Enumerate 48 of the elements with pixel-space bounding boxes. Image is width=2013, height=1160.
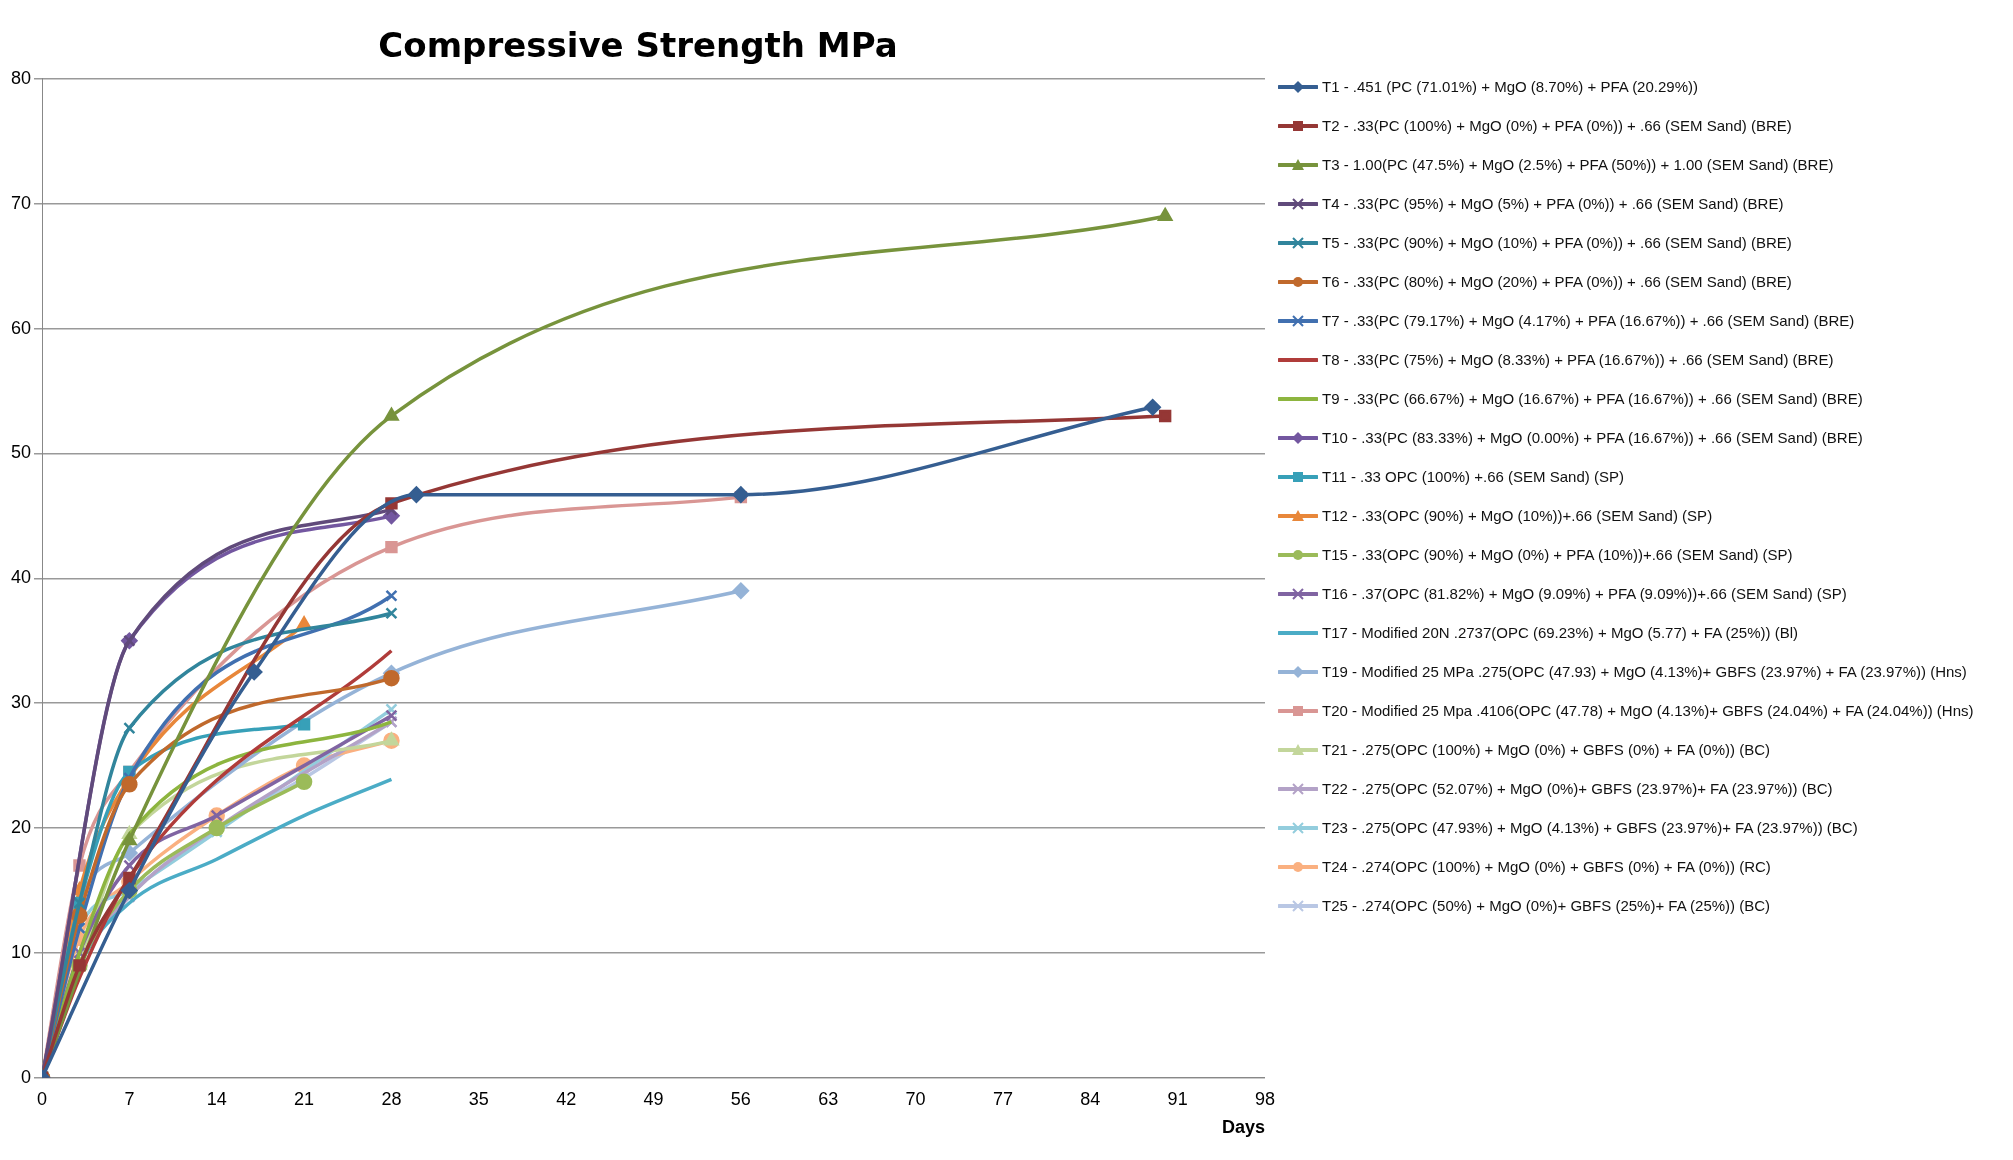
x-axis-title: Days bbox=[1221, 1117, 1265, 1138]
y-tick-label: 70 bbox=[10, 192, 32, 213]
legend-label: T9 - .33(PC (66.67%) + MgO (16.67%) + PFA (16.67%)) + .66 (SEM Sand) (BRE) bbox=[1322, 390, 1863, 408]
legend-label: T4 - .33(PC (95%) + MgO (5%) + PFA (0%)) + .66 (SEM Sand) (BRE) bbox=[1322, 195, 1784, 213]
x-tick-label: 91 bbox=[1167, 1088, 1188, 1109]
legend-label: T22 - .275(OPC (52.07%) + MgO (0%)+ GBFS (23.97%)+ FA (23.97%)) (BC) bbox=[1322, 780, 1833, 798]
legend-label: T23 - .275(OPC (47.93%) + MgO (4.13%) + GBFS (23.97%)+ FA (23.97%)) (BC) bbox=[1322, 819, 1858, 837]
legend-label: T8 - .33(PC (75%) + MgO (8.33%) + PFA (16.67%)) + .66 (SEM Sand) (BRE) bbox=[1322, 351, 1834, 369]
legend-label: T2 - .33(PC (100%) + MgO (0%) + PFA (0%)) + .66 (SEM Sand) (BRE) bbox=[1322, 117, 1792, 135]
legend-label: T25 - .274(OPC (50%) + MgO (0%)+ GBFS (25%)+ FA (25%)) (BC) bbox=[1322, 897, 1771, 915]
chart-title: Compressive Strength MPa bbox=[378, 25, 898, 66]
x-tick-label: 35 bbox=[468, 1088, 489, 1109]
legend-label: T20 - Modified 25 Mpa .4106(OPC (47.78) + MgO (4.13%)+ GBFS (24.04%) + FA (24.04%)) (Hns) bbox=[1322, 702, 1974, 720]
legend-label: T19 - Modified 25 MPa .275(OPC (47.93) + MgO (4.13%)+ GBFS (23.97%) + FA (23.97%)) (Hns) bbox=[1322, 663, 1967, 681]
x-tick-label: 28 bbox=[381, 1088, 402, 1109]
y-tick-label: 60 bbox=[10, 317, 32, 338]
x-tick-label: 49 bbox=[643, 1088, 664, 1109]
legend-label: T17 - Modified 20N .2737(OPC (69.23%) + MgO (5.77) + FA (25%)) (Bl) bbox=[1322, 624, 1799, 642]
y-tick-label: 80 bbox=[10, 67, 32, 88]
x-tick-label: 42 bbox=[556, 1088, 577, 1109]
y-tick-label: 20 bbox=[10, 817, 32, 838]
legend-label: T16 - .37(OPC (81.82%) + MgO (9.09%) + PFA (9.09%))+.66 (SEM Sand) (SP) bbox=[1322, 585, 1847, 603]
y-tick-label: 40 bbox=[10, 567, 32, 588]
x-tick-label: 7 bbox=[124, 1088, 135, 1109]
x-tick-label: 21 bbox=[294, 1088, 315, 1109]
legend-label: T12 - .33(OPC (90%) + MgO (10%))+.66 (SEM Sand) (SP) bbox=[1322, 507, 1713, 525]
x-tick-label: 98 bbox=[1254, 1088, 1275, 1109]
x-tick-label: 63 bbox=[818, 1088, 839, 1109]
legend-label: T21 - .275(OPC (100%) + MgO (0%) + GBFS (0%) + FA (0%)) (BC) bbox=[1322, 741, 1771, 759]
legend-label: T10 - .33(PC (83.33%) + MgO (0.00%) + PFA (16.67%)) + .66 (SEM Sand) (BRE) bbox=[1322, 429, 1863, 447]
legend-label: T11 - .33 OPC (100%) +.66 (SEM Sand) (SP) bbox=[1322, 468, 1624, 486]
y-tick-label: 0 bbox=[21, 1066, 32, 1087]
y-tick-label: 30 bbox=[10, 692, 32, 713]
legend-label: T1 - .451 (PC (71.01%) + MgO (8.70%) + PFA (20.29%)) bbox=[1322, 78, 1698, 96]
y-tick-label: 10 bbox=[10, 941, 32, 962]
legend-label: T24 - .274(OPC (100%) + MgO (0%) + GBFS (0%) + FA (0%)) (RC) bbox=[1322, 858, 1771, 876]
legend-label: T7 - .33(PC (79.17%) + MgO (4.17%) + PFA (16.67%)) + .66 (SEM Sand) (BRE) bbox=[1322, 312, 1855, 330]
legend-label: T5 - .33(PC (90%) + MgO (10%) + PFA (0%)) + .66 (SEM Sand) (BRE) bbox=[1322, 234, 1792, 252]
legend-label: T3 - 1.00(PC (47.5%) + MgO (2.5%) + PFA (50%)) + 1.00 (SEM Sand) (BRE) bbox=[1322, 156, 1834, 174]
x-tick-label: 56 bbox=[730, 1088, 751, 1109]
x-tick-label: 0 bbox=[37, 1088, 48, 1109]
legend-label: T15 - .33(OPC (90%) + MgO (0%) + PFA (10%))+.66 (SEM Sand) (SP) bbox=[1322, 546, 1793, 564]
legend-label: T6 - .33(PC (80%) + MgO (20%) + PFA (0%)) + .66 (SEM Sand) (BRE) bbox=[1322, 273, 1792, 291]
x-tick-label: 70 bbox=[905, 1088, 926, 1109]
x-tick-label: 77 bbox=[992, 1088, 1013, 1109]
x-tick-label: 14 bbox=[206, 1088, 227, 1109]
x-tick-label: 84 bbox=[1080, 1088, 1101, 1109]
y-tick-label: 50 bbox=[10, 442, 32, 463]
